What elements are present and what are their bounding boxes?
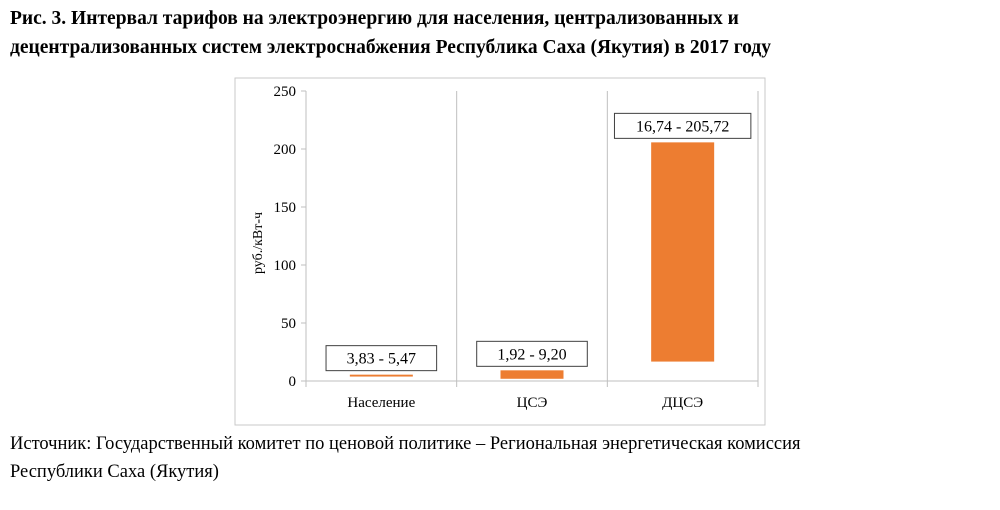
y-tick-label: 0 (289, 374, 297, 390)
y-axis-label: руб./кВт-ч (251, 212, 266, 274)
data-label-box (325, 345, 438, 372)
figure-caption: Рис. 3. Интервал тарифов на электроэнерг… (10, 4, 995, 62)
y-tick-label: 100 (274, 258, 297, 274)
caption-line-2: децентрализованных систем электроснабжен… (10, 37, 771, 58)
x-category-label: ЦСЭ (517, 395, 548, 411)
data-label: 16,74 - 205,72 (636, 118, 729, 135)
x-category-label: Население (347, 395, 415, 411)
data-label: 1,92 - 9,20 (497, 346, 566, 363)
source-note: Источник: Государственный комитет по цен… (10, 430, 995, 486)
y-tick-label: 150 (274, 200, 297, 216)
caption-line-1: Рис. 3. Интервал тарифов на электроэнерг… (10, 8, 739, 29)
range-bar (500, 370, 564, 379)
source-line-2: Республики Саха (Якутия) (10, 462, 219, 482)
range-bar (651, 142, 715, 362)
data-label-box (476, 340, 588, 367)
range-bar (349, 374, 413, 377)
data-label: 3,83 - 5,47 (347, 351, 416, 368)
source-line-1: Источник: Государственный комитет по цен… (10, 434, 801, 454)
data-label-box (613, 112, 752, 139)
y-tick-label: 250 (274, 84, 297, 100)
y-tick-label: 200 (274, 142, 297, 158)
x-category-label: ДЦСЭ (662, 395, 703, 411)
y-tick-label: 50 (281, 316, 296, 332)
